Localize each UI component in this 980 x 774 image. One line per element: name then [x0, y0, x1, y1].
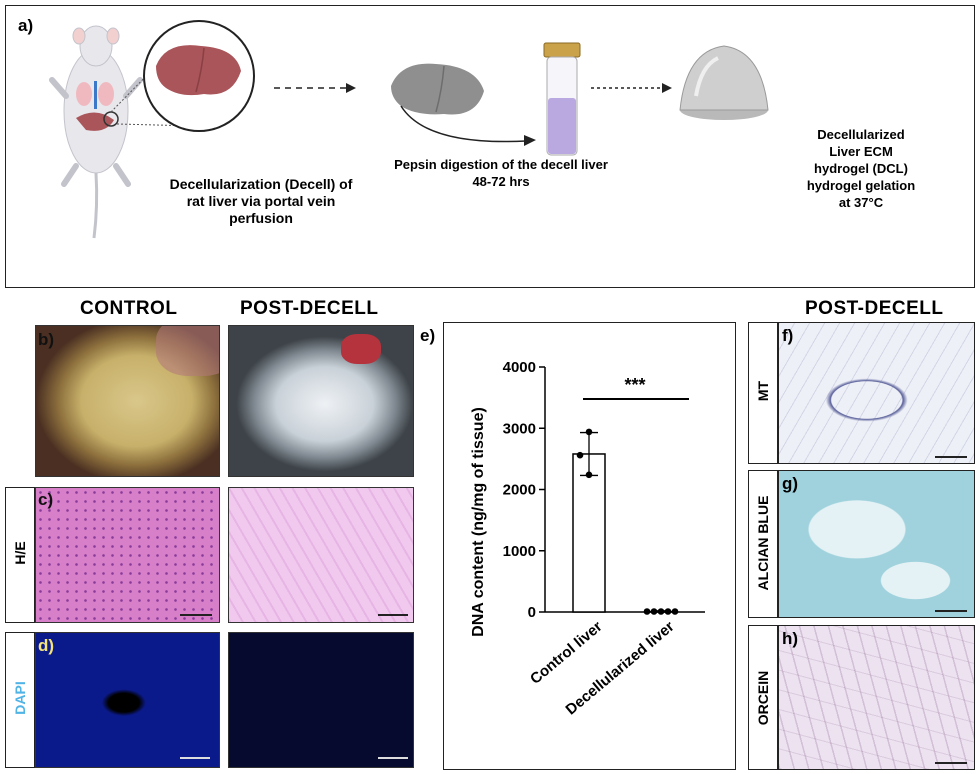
decell-liver-photo — [228, 325, 414, 477]
he-control-image — [35, 487, 220, 623]
alcian-row-label: ALCIAN BLUE — [755, 495, 771, 591]
data-point — [576, 451, 584, 459]
data-point — [671, 608, 679, 615]
step2-caption: Pepsin digestion of the decell liver 48-… — [394, 157, 608, 189]
post-decell-header-right: POST-DECELL — [805, 298, 944, 319]
dapi-row-label-box — [5, 632, 35, 768]
scale-bar-f — [935, 456, 967, 458]
mt-row-label: MT — [755, 380, 771, 402]
panel-h-label: h) — [782, 629, 799, 648]
scale-bar-h — [935, 762, 967, 764]
scale-bar-c1 — [180, 614, 212, 616]
y-tick-label: 3000 — [503, 420, 536, 437]
data-point — [643, 608, 651, 615]
hydrogel-dome-icon — [679, 45, 769, 120]
dapi-row-label: DAPI — [12, 681, 28, 715]
chart-y-axis-label: DNA content (ng/mg of tissue) — [470, 407, 487, 637]
data-point — [585, 428, 593, 436]
rat-illustration — [49, 25, 143, 239]
control-liver-photo — [35, 325, 220, 477]
panel-g-label: g) — [782, 474, 799, 493]
x-category-label: Control liver — [527, 618, 606, 688]
step1-caption: Decellularization (Decell) of rat liver … — [169, 176, 353, 226]
panel-f-label: f) — [782, 326, 794, 345]
control-header: CONTROL — [80, 298, 178, 319]
he-row-label: H/E — [12, 541, 28, 565]
scale-bar-c2 — [378, 614, 408, 616]
mt-image — [778, 322, 975, 464]
alcian-blue-image — [778, 470, 975, 618]
panel-b-label: b) — [38, 330, 55, 349]
data-point — [657, 608, 665, 615]
alcian-row-label-box — [748, 470, 778, 618]
panel-a-label: a) — [18, 16, 34, 35]
dapi-control-image — [35, 632, 220, 768]
panel-a-box: a) Decellularization (Decell) of rat liv… — [5, 5, 975, 288]
he-decell-image — [228, 487, 414, 623]
data-point — [585, 471, 593, 479]
decell-liver-icon — [391, 63, 536, 146]
y-tick-label: 4000 — [503, 359, 536, 376]
data-point — [650, 608, 658, 615]
panel-c-label: c) — [38, 490, 54, 509]
scale-bar-d2 — [378, 757, 408, 759]
dapi-decell-image — [228, 632, 414, 768]
panel-a-graphics — [49, 20, 769, 239]
panel-e-label: e) — [420, 326, 436, 345]
y-tick-label: 1000 — [503, 543, 536, 560]
y-tick-label: 2000 — [503, 482, 536, 499]
significance-label: *** — [624, 375, 645, 395]
orcein-image — [778, 625, 975, 770]
mt-row-label-box — [748, 322, 778, 464]
step3-caption: Decellularized Liver ECM hydrogel (DCL) … — [806, 127, 916, 210]
magnified-liver-icon — [143, 20, 255, 132]
bar — [572, 453, 606, 613]
orcein-row-label: ORCEIN — [755, 670, 771, 726]
orcein-row-label-box — [748, 625, 778, 770]
scale-bar-d1 — [180, 757, 210, 759]
he-row-label-box — [5, 487, 35, 623]
scale-bar-g — [935, 610, 967, 612]
panel-d-label: d) — [38, 636, 55, 655]
pepsin-vial-icon — [543, 42, 581, 156]
post-decell-header-left: POST-DECELL — [240, 298, 379, 319]
data-point — [664, 608, 672, 615]
y-tick-label: 0 — [528, 604, 536, 621]
